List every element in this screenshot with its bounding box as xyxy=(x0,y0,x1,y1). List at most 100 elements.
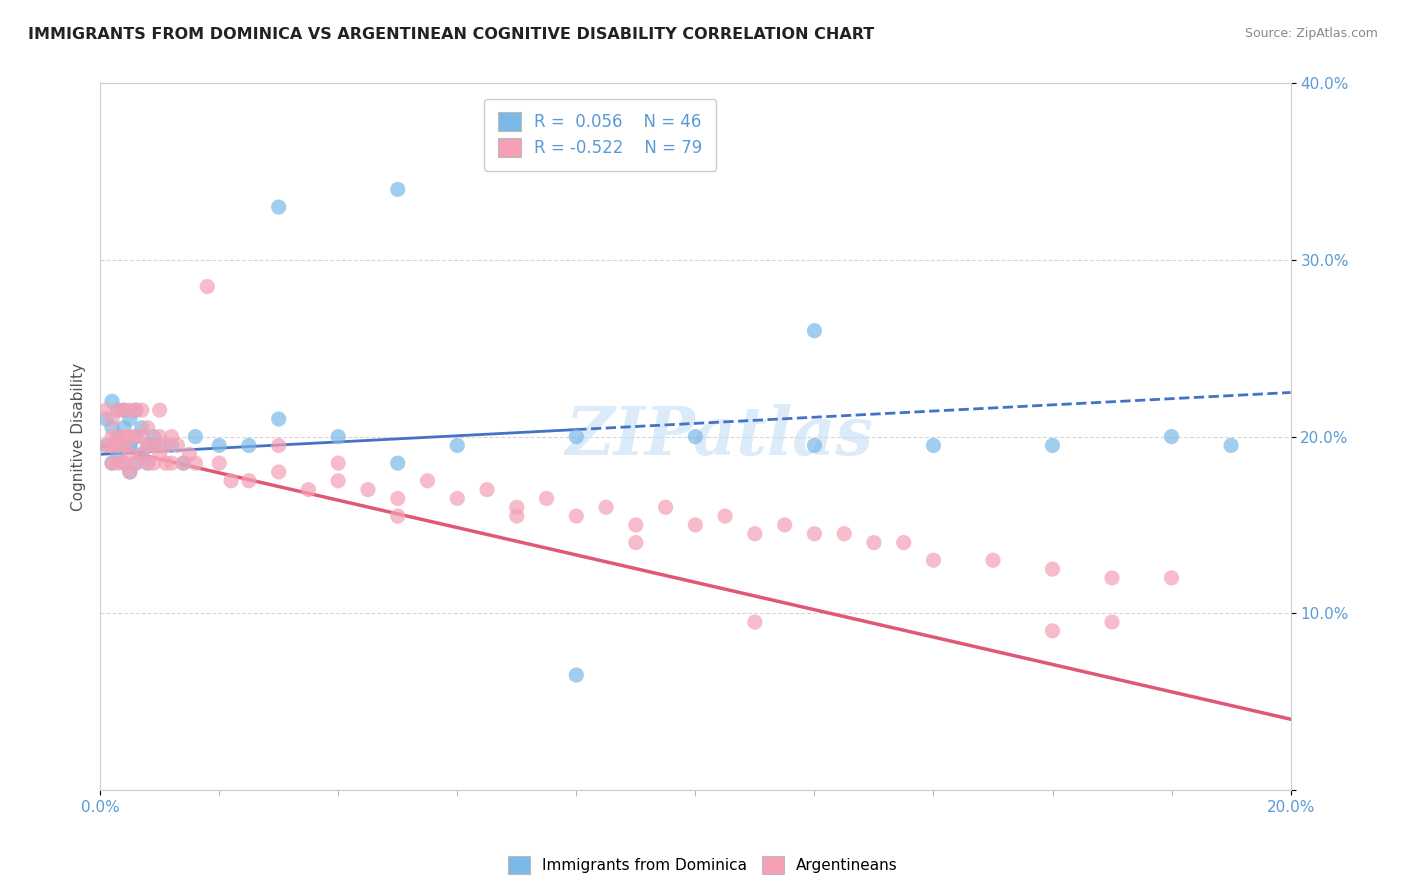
Point xyxy=(1042,562,1064,576)
Point xyxy=(416,474,439,488)
Point xyxy=(387,182,409,196)
Point xyxy=(101,394,124,409)
Text: IMMIGRANTS FROM DOMINICA VS ARGENTINEAN COGNITIVE DISABILITY CORRELATION CHART: IMMIGRANTS FROM DOMINICA VS ARGENTINEAN … xyxy=(28,27,875,42)
Point xyxy=(125,456,148,470)
Point xyxy=(142,438,165,452)
Point xyxy=(536,491,558,506)
Point xyxy=(160,430,183,444)
Point xyxy=(773,517,796,532)
Point xyxy=(328,430,350,444)
Point xyxy=(107,456,129,470)
Point xyxy=(160,456,183,470)
Point xyxy=(125,456,148,470)
Point xyxy=(136,438,159,452)
Point xyxy=(101,456,124,470)
Point xyxy=(1220,438,1243,452)
Point xyxy=(101,430,124,444)
Point xyxy=(125,403,148,417)
Point xyxy=(981,553,1004,567)
Point xyxy=(219,474,242,488)
Point xyxy=(118,430,141,444)
Point xyxy=(112,403,135,417)
Point xyxy=(142,456,165,470)
Point xyxy=(142,430,165,444)
Y-axis label: Cognitive Disability: Cognitive Disability xyxy=(72,362,86,511)
Point xyxy=(118,465,141,479)
Point xyxy=(107,430,129,444)
Point xyxy=(387,509,409,524)
Point xyxy=(94,403,117,417)
Point xyxy=(112,438,135,452)
Text: Source: ZipAtlas.com: Source: ZipAtlas.com xyxy=(1244,27,1378,40)
Point xyxy=(142,438,165,452)
Point xyxy=(101,421,124,435)
Point xyxy=(101,456,124,470)
Point xyxy=(136,456,159,470)
Point xyxy=(107,447,129,461)
Point xyxy=(94,438,117,452)
Point xyxy=(685,430,707,444)
Point xyxy=(208,438,231,452)
Point xyxy=(654,500,676,515)
Point xyxy=(118,438,141,452)
Point xyxy=(160,438,183,452)
Point xyxy=(1160,430,1182,444)
Point xyxy=(107,403,129,417)
Point xyxy=(357,483,380,497)
Point xyxy=(1160,571,1182,585)
Point xyxy=(118,412,141,426)
Point xyxy=(238,474,260,488)
Point xyxy=(125,430,148,444)
Point xyxy=(172,456,194,470)
Point xyxy=(101,412,124,426)
Point xyxy=(475,483,498,497)
Point xyxy=(208,456,231,470)
Point xyxy=(131,403,153,417)
Point xyxy=(131,447,153,461)
Point xyxy=(149,438,172,452)
Point xyxy=(744,526,766,541)
Point xyxy=(155,438,177,452)
Point xyxy=(125,403,148,417)
Point xyxy=(136,421,159,435)
Point xyxy=(328,456,350,470)
Point xyxy=(195,279,218,293)
Point xyxy=(1042,438,1064,452)
Point xyxy=(803,438,825,452)
Point xyxy=(107,430,129,444)
Point xyxy=(136,438,159,452)
Point xyxy=(136,456,159,470)
Point xyxy=(267,412,290,426)
Point xyxy=(101,438,124,452)
Point xyxy=(744,615,766,629)
Point xyxy=(149,447,172,461)
Point xyxy=(149,430,172,444)
Point xyxy=(118,438,141,452)
Point xyxy=(922,438,945,452)
Point xyxy=(112,403,135,417)
Point xyxy=(387,491,409,506)
Point xyxy=(166,438,188,452)
Point xyxy=(803,526,825,541)
Point xyxy=(184,456,207,470)
Point xyxy=(238,438,260,452)
Point xyxy=(297,483,319,497)
Text: ZIPatlas: ZIPatlas xyxy=(565,404,873,469)
Legend: R =  0.056    N = 46, R = -0.522    N = 79: R = 0.056 N = 46, R = -0.522 N = 79 xyxy=(484,99,716,170)
Point xyxy=(446,438,468,452)
Point xyxy=(118,447,141,461)
Point xyxy=(107,403,129,417)
Point xyxy=(184,430,207,444)
Point xyxy=(714,509,737,524)
Point xyxy=(893,535,915,549)
Point xyxy=(1101,615,1123,629)
Point xyxy=(112,456,135,470)
Point xyxy=(922,553,945,567)
Point xyxy=(149,403,172,417)
Point xyxy=(803,324,825,338)
Point xyxy=(328,474,350,488)
Point xyxy=(118,403,141,417)
Point xyxy=(267,465,290,479)
Point xyxy=(131,447,153,461)
Point xyxy=(112,430,135,444)
